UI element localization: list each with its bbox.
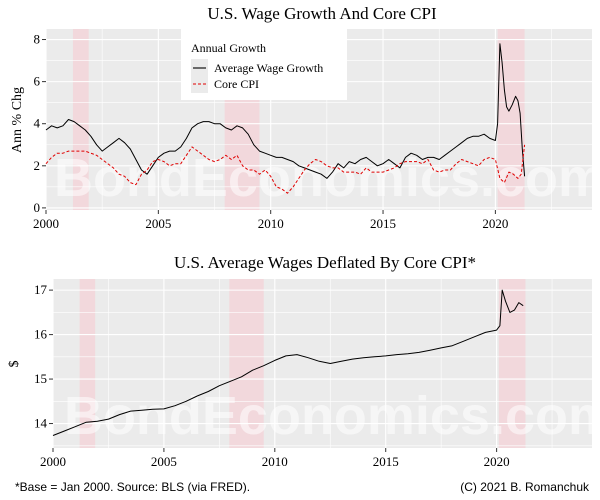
footer-copyright: (C) 2021 B. Romanchuk: [460, 480, 590, 494]
y-tick-label: 17: [34, 282, 48, 297]
x-tick-label: 2010: [258, 216, 284, 231]
panel-wage-growth: U.S. Wage Growth And Core CPI BondEconom…: [10, 4, 600, 231]
legend-label-wage: Average Wage Growth: [214, 61, 323, 75]
watermark: BondEconomics.com: [64, 386, 600, 446]
series-line-real-average-wage: [52, 289, 524, 436]
y-axis-label: $: [7, 361, 22, 368]
y-tick-label: 15: [34, 371, 47, 386]
legend-label-cpi: Core CPI: [214, 77, 259, 91]
series-line-average-wage-growth: [45, 43, 526, 179]
legend-title: Annual Growth: [191, 41, 266, 55]
y-axis: 14 15 16 17: [34, 282, 53, 431]
x-tick-label: 2000: [33, 216, 59, 231]
y-tick-label: 2: [34, 158, 41, 173]
y-axis-label: Ann % Chg: [10, 87, 25, 153]
recession-band: [79, 279, 96, 448]
x-tick-label: 2010: [262, 454, 288, 469]
recession-band: [72, 29, 89, 210]
chart-title-wage-growth: U.S. Wage Growth And Core CPI: [207, 4, 437, 23]
footer-source: *Base = Jan 2000. Source: BLS (via FRED)…: [15, 480, 250, 494]
legend: Annual Growth Average Wage Growth Core C…: [181, 29, 347, 100]
recession-band: [498, 279, 526, 448]
x-tick-label: 2005: [145, 216, 171, 231]
y-tick-label: 16: [34, 327, 48, 342]
x-axis: 2000 2005 2010 2015 2020: [33, 210, 508, 231]
panel-real-wages: U.S. Average Wages Deflated By Core CPI*…: [7, 253, 600, 469]
y-axis: 0 2 4 6 8: [34, 32, 46, 215]
recession-bands: [79, 279, 526, 448]
series-line-core-cpi: [45, 144, 526, 194]
recession-band: [229, 279, 264, 448]
y-tick-label: 14: [34, 416, 48, 431]
series-lines: [45, 43, 526, 194]
chart-title-real-wages: U.S. Average Wages Deflated By Core CPI*: [174, 253, 476, 272]
y-tick-label: 0: [34, 200, 41, 215]
x-tick-label: 2005: [151, 454, 177, 469]
x-tick-label: 2020: [482, 216, 508, 231]
y-tick-label: 6: [34, 74, 41, 89]
legend-box: [181, 29, 347, 100]
x-tick-label: 2000: [40, 454, 66, 469]
y-tick-label: 8: [34, 32, 41, 47]
x-axis: 2000 2005 2010 2015 2020: [40, 448, 510, 469]
y-tick-label: 4: [34, 116, 41, 131]
x-tick-label: 2015: [370, 216, 396, 231]
x-tick-label: 2020: [484, 454, 510, 469]
x-tick-label: 2015: [373, 454, 399, 469]
series-lines: [52, 289, 524, 436]
